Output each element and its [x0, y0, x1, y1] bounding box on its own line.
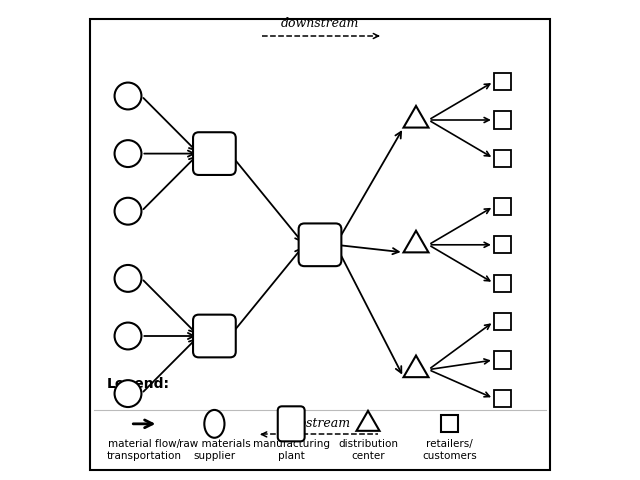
Polygon shape: [404, 106, 429, 128]
FancyBboxPatch shape: [494, 275, 511, 292]
FancyBboxPatch shape: [494, 198, 511, 215]
Text: downstream: downstream: [281, 17, 359, 30]
FancyBboxPatch shape: [494, 236, 511, 253]
FancyBboxPatch shape: [494, 351, 511, 369]
FancyBboxPatch shape: [299, 224, 341, 266]
Text: material flow/
transportation: material flow/ transportation: [107, 439, 182, 461]
Ellipse shape: [204, 410, 225, 438]
Text: upstream: upstream: [290, 417, 350, 430]
Polygon shape: [404, 356, 429, 377]
Circle shape: [115, 83, 141, 109]
Circle shape: [115, 380, 141, 407]
FancyBboxPatch shape: [494, 150, 511, 167]
Text: retailers/
customers: retailers/ customers: [422, 439, 477, 461]
FancyBboxPatch shape: [494, 313, 511, 330]
Text: raw materials
supplier: raw materials supplier: [179, 439, 250, 461]
Polygon shape: [356, 411, 380, 431]
Circle shape: [115, 198, 141, 225]
Polygon shape: [404, 231, 429, 252]
Circle shape: [115, 323, 141, 349]
FancyBboxPatch shape: [494, 111, 511, 129]
FancyBboxPatch shape: [494, 390, 511, 407]
Circle shape: [115, 265, 141, 292]
FancyBboxPatch shape: [193, 132, 236, 175]
Text: Legend:: Legend:: [106, 377, 170, 391]
Text: distribution
center: distribution center: [338, 439, 398, 461]
FancyBboxPatch shape: [90, 19, 550, 470]
FancyBboxPatch shape: [193, 315, 236, 357]
Circle shape: [115, 140, 141, 167]
FancyBboxPatch shape: [494, 73, 511, 90]
FancyBboxPatch shape: [441, 415, 458, 432]
FancyBboxPatch shape: [278, 406, 305, 442]
Text: manufacturing
plant: manufacturing plant: [253, 439, 330, 461]
